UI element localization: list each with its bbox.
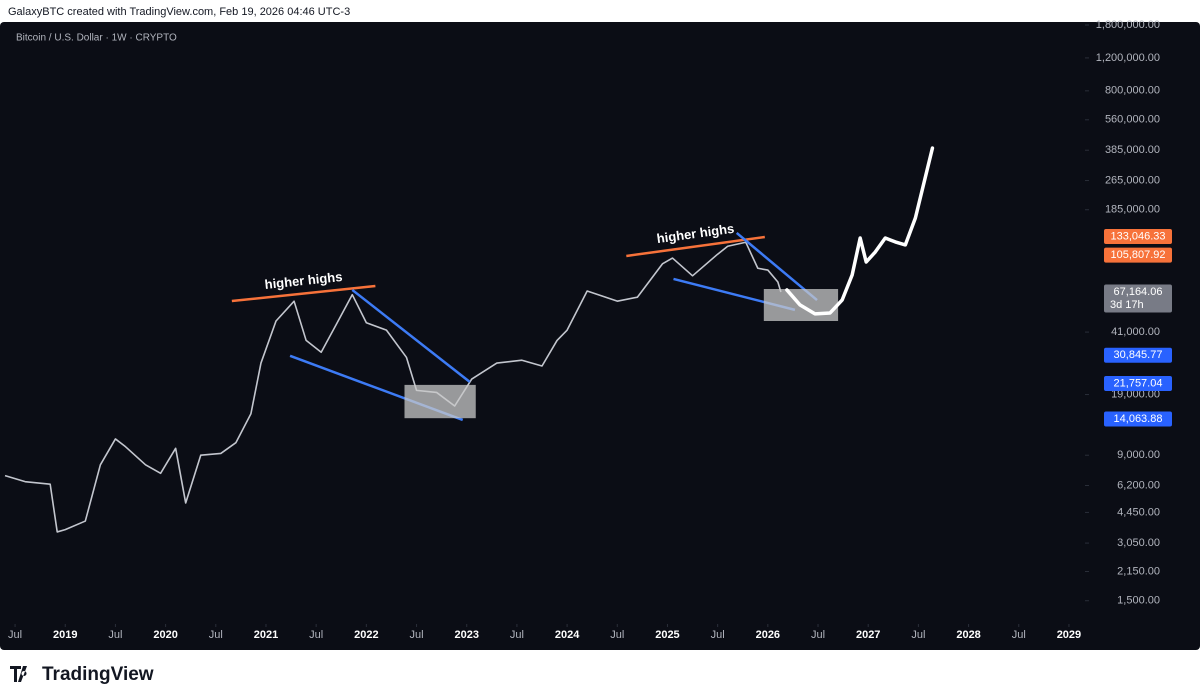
x-tick-label: Jul [1012, 629, 1026, 641]
y-tick-label: 560,000.00 [1105, 114, 1160, 126]
highlight-box [404, 384, 476, 419]
x-tick-label: Jul [610, 629, 624, 641]
y-tick-label: 265,000.00 [1105, 174, 1160, 186]
price-badge-label: 133,046.33 [1110, 230, 1165, 242]
x-tick-label: 2021 [254, 629, 278, 641]
price-badge [1104, 411, 1172, 427]
y-tick-label: 1,500.00 [1117, 595, 1160, 607]
x-tick-label: 2026 [756, 629, 780, 641]
price-badge-label: 30,845.77 [1114, 349, 1163, 361]
x-tick-label: 2020 [153, 629, 177, 641]
y-tick-label: 19,000.00 [1111, 388, 1160, 400]
x-tick-label: Jul [811, 629, 825, 641]
symbol-title: Bitcoin / U.S. Dollar · 1W · CRYPTO [16, 33, 177, 44]
y-tick-label: 800,000.00 [1105, 85, 1160, 97]
trend-line [351, 288, 471, 383]
x-tick-label: 2025 [655, 629, 679, 641]
price-badge-label: 67,164.06 [1114, 286, 1163, 298]
x-tick-label: 2022 [354, 629, 378, 641]
x-tick-label: Jul [510, 629, 524, 641]
price-badge-label: 105,807.92 [1110, 249, 1165, 261]
y-tick-label: 2,150.00 [1117, 565, 1160, 577]
x-tick-label: 2023 [454, 629, 478, 641]
projection-curve [785, 146, 935, 316]
x-tick-label: 2028 [956, 629, 980, 641]
price-line [4, 241, 782, 533]
price-badge [1104, 376, 1172, 392]
y-tick-label: 385,000.00 [1105, 144, 1160, 156]
price-badge-label: 21,757.04 [1114, 377, 1163, 389]
trend-line [626, 235, 765, 258]
x-tick-label: Jul [309, 629, 323, 641]
y-tick-label: 6,200.00 [1117, 479, 1160, 491]
x-tick-label: 2027 [856, 629, 880, 641]
price-badge [1104, 284, 1172, 313]
y-tick-label: 41,000.00 [1111, 326, 1160, 338]
trend-line [231, 284, 376, 303]
y-tick-label: 4,450.00 [1117, 506, 1160, 518]
x-tick-label: 2029 [1057, 629, 1081, 641]
x-tick-label: 2019 [53, 629, 77, 641]
x-tick-label: 2024 [555, 629, 580, 641]
price-badge-label: 14,063.88 [1114, 413, 1163, 425]
price-badge [1104, 247, 1172, 263]
chart-pane [0, 22, 1200, 650]
x-tick-label: Jul [410, 629, 424, 641]
y-tick-label: 185,000.00 [1105, 204, 1160, 216]
attribution: GalaxyBTC created with TradingView.com, … [8, 6, 350, 18]
trend-line [735, 231, 818, 302]
x-tick-label: Jul [711, 629, 725, 641]
y-tick-label: 1,800,000.00 [1096, 19, 1160, 31]
price-badge [1104, 229, 1172, 245]
x-tick-label: Jul [209, 629, 223, 641]
x-tick-label: Jul [8, 629, 22, 641]
countdown: 3d 17h [1110, 299, 1144, 311]
price-badge [1104, 347, 1172, 363]
y-tick-label: 3,050.00 [1117, 537, 1160, 549]
y-tick-label: 9,000.00 [1117, 449, 1160, 461]
x-tick-label: Jul [911, 629, 925, 641]
brand: TradingView [42, 664, 154, 685]
x-tick-label: Jul [108, 629, 122, 641]
tradingview-logo [10, 666, 27, 682]
y-tick-label: 1,200,000.00 [1096, 52, 1160, 64]
